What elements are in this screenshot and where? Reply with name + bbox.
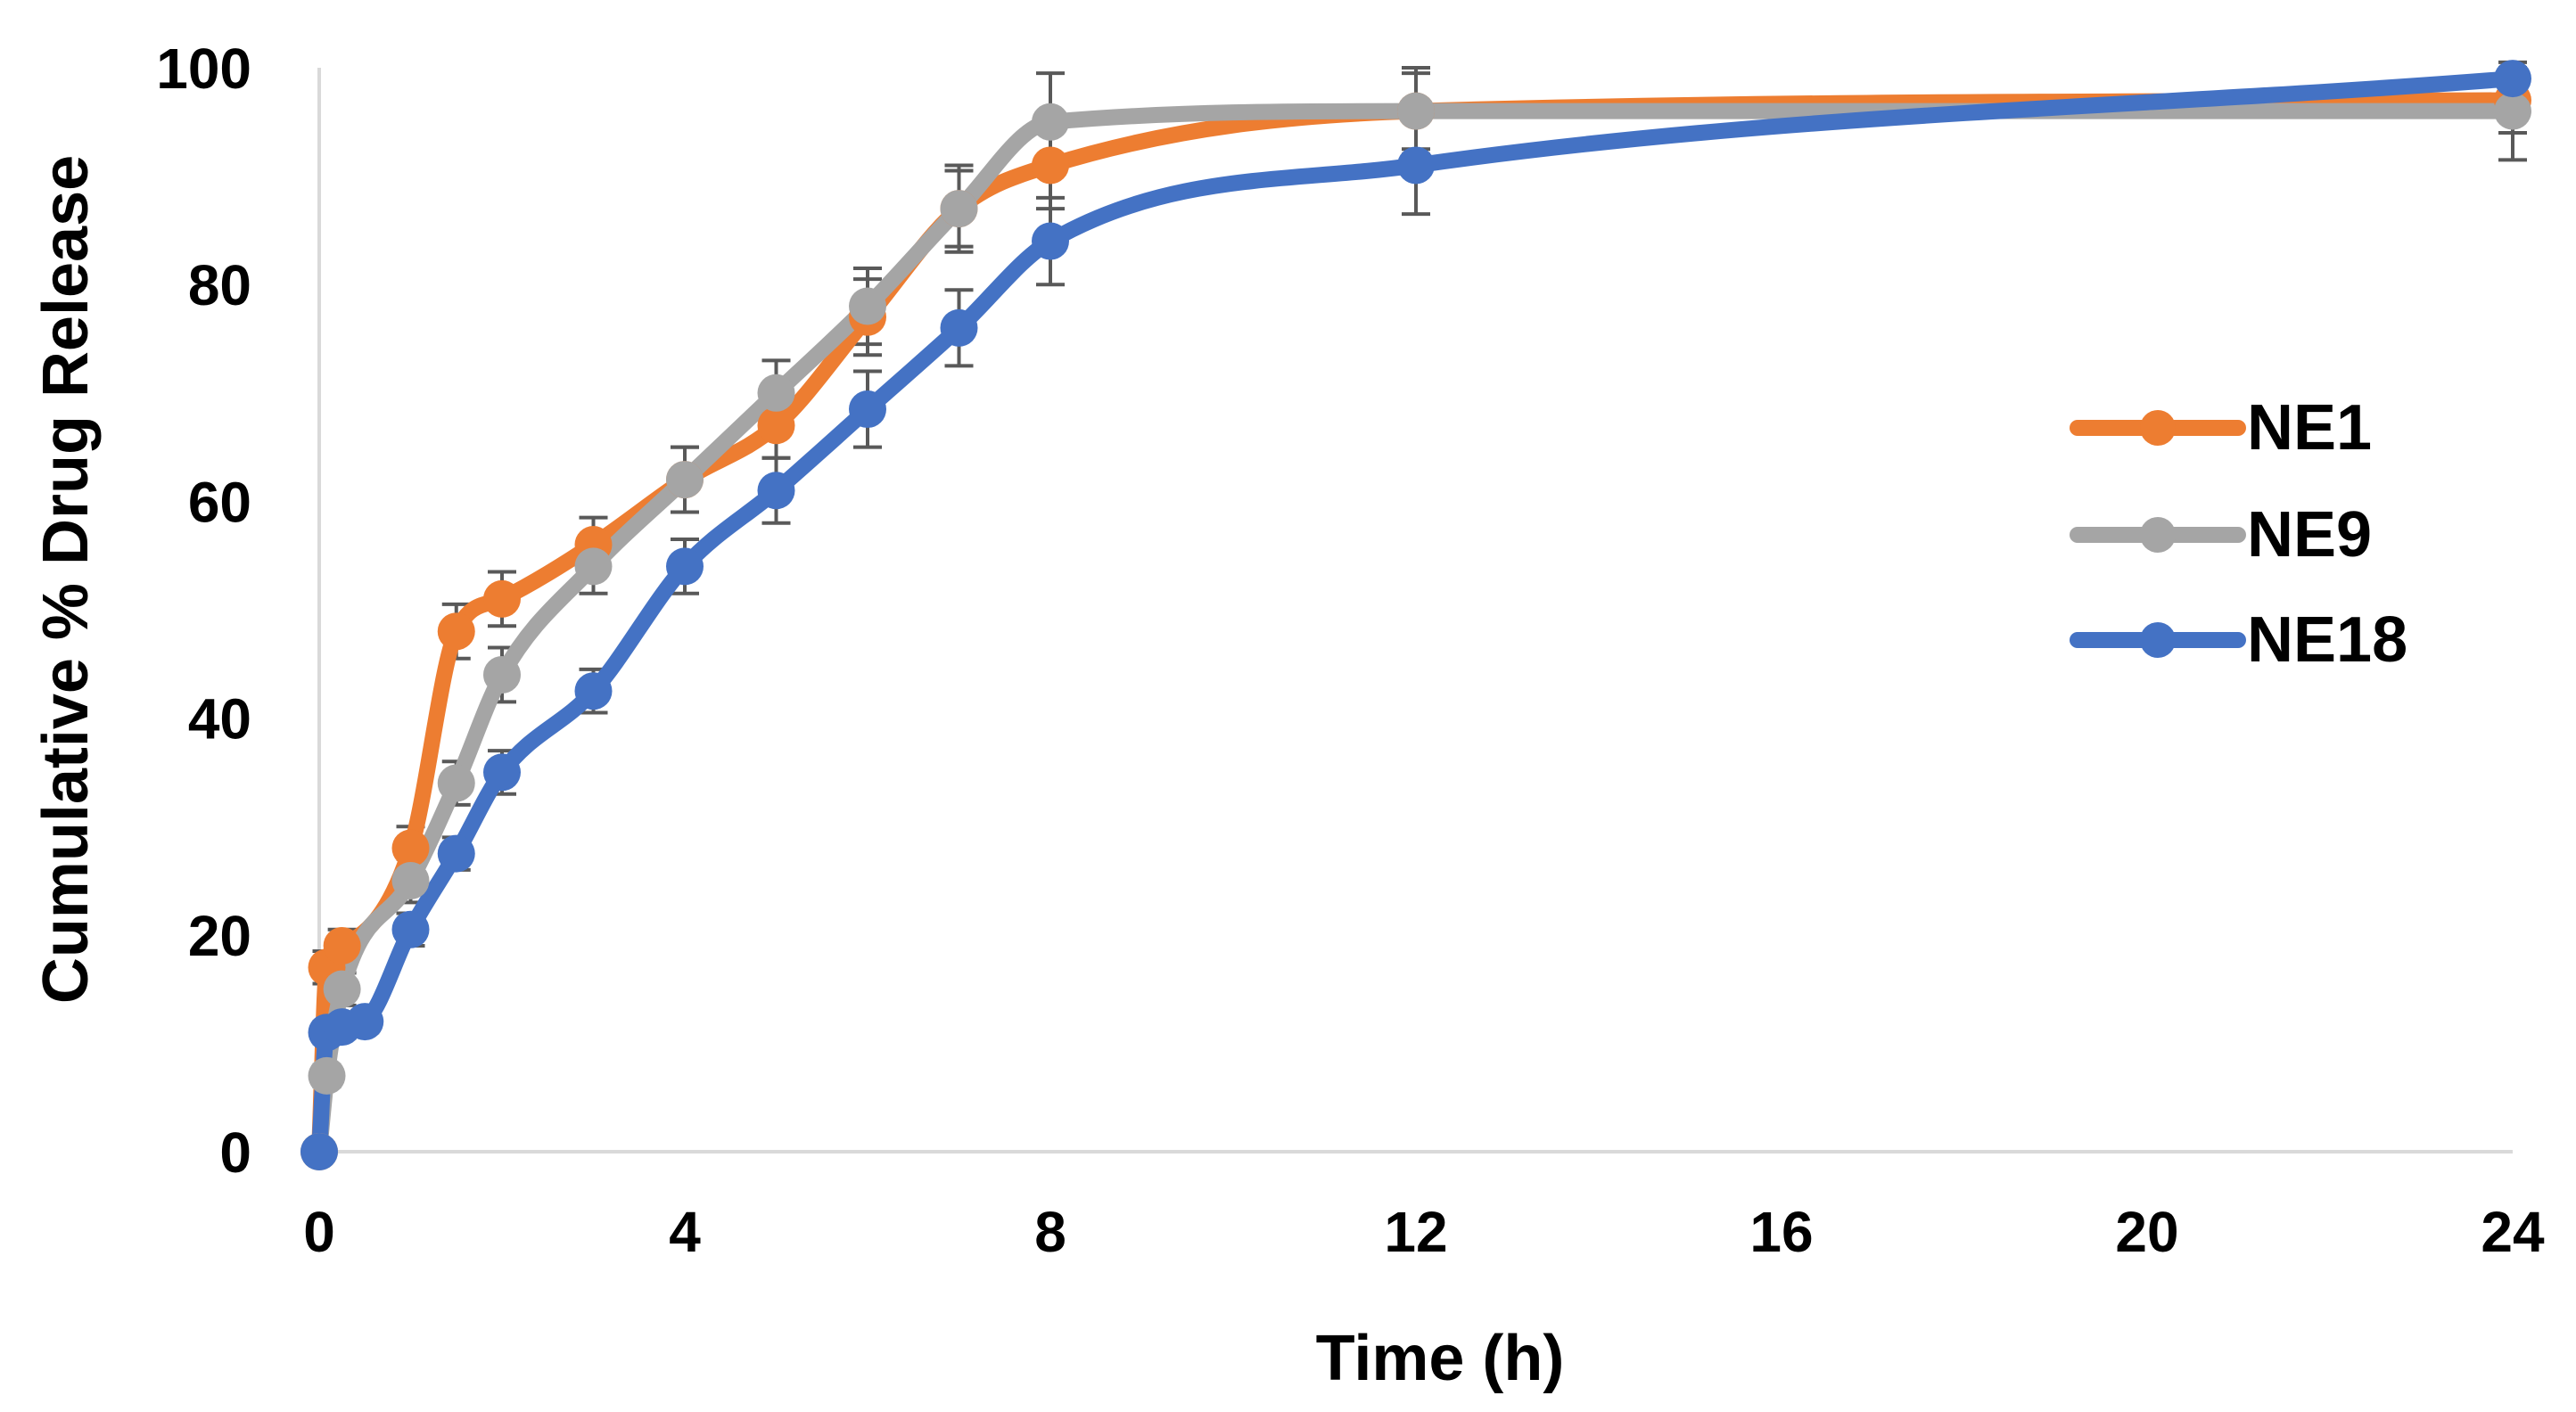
y-axis-title: Cumulative % Drug Release xyxy=(30,155,102,1004)
y-tick-label: 100 xyxy=(156,37,251,101)
data-point-ne18 xyxy=(1397,146,1435,185)
data-point-ne9 xyxy=(483,655,521,694)
data-point-ne1 xyxy=(483,579,521,618)
legend-marker-ne9 xyxy=(2140,517,2176,553)
data-point-ne18 xyxy=(849,390,886,429)
x-tick-label: 0 xyxy=(303,1200,335,1264)
data-point-ne18 xyxy=(483,753,521,792)
data-point-ne18 xyxy=(940,308,978,347)
data-point-ne18 xyxy=(1032,222,1069,260)
legend-label-ne1: NE1 xyxy=(2247,392,2372,464)
y-tick-label: 40 xyxy=(188,687,251,751)
data-point-ne9 xyxy=(1032,103,1069,141)
series-lines xyxy=(311,70,2521,1160)
series-markers xyxy=(300,60,2531,1170)
data-point-ne18 xyxy=(437,834,475,873)
data-point-ne9 xyxy=(323,970,361,1008)
data-point-ne9 xyxy=(2494,92,2531,130)
data-point-ne9 xyxy=(1397,92,1435,130)
data-point-ne18 xyxy=(666,547,704,586)
series-line-ne9 xyxy=(311,103,2521,1160)
series-line-ne18 xyxy=(311,70,2521,1160)
x-tick-label: 4 xyxy=(669,1200,701,1264)
data-point-ne9 xyxy=(391,862,430,899)
y-tick-label: 20 xyxy=(188,904,251,968)
data-point-ne1 xyxy=(437,612,475,651)
data-point-ne1 xyxy=(757,406,795,445)
data-point-ne9 xyxy=(940,190,978,228)
legend-label-ne9: NE9 xyxy=(2247,499,2372,571)
x-tick-label: 16 xyxy=(1749,1200,1813,1264)
data-point-ne1 xyxy=(323,926,361,965)
y-tick-label: 80 xyxy=(188,253,251,317)
legend-entry-ne9[interactable]: NE9 xyxy=(2070,499,2372,571)
data-point-ne9 xyxy=(666,461,704,499)
legend-entry-ne18[interactable]: NE18 xyxy=(2070,604,2407,676)
data-point-ne18 xyxy=(574,672,613,710)
error-bars xyxy=(312,60,2527,1089)
x-tick-label: 8 xyxy=(1034,1200,1066,1264)
data-point-ne18 xyxy=(300,1133,338,1170)
legend-entry-ne1[interactable]: NE1 xyxy=(2070,392,2372,464)
data-point-ne18 xyxy=(346,1003,384,1041)
data-point-ne9 xyxy=(757,374,795,412)
y-tick-label: 0 xyxy=(219,1121,251,1185)
x-tick-label: 12 xyxy=(1384,1200,1447,1264)
data-point-ne9 xyxy=(308,1056,346,1095)
x-tick-label: 24 xyxy=(2481,1200,2545,1264)
x-tick-label: 20 xyxy=(2115,1200,2178,1264)
y-tick-label: 60 xyxy=(188,470,251,534)
tick-labels: 0 4 8 12 16 20 24 0 20 40 60 80 100 xyxy=(156,37,2545,1264)
data-point-ne9 xyxy=(849,287,886,325)
legend-marker-ne1 xyxy=(2140,410,2176,446)
data-point-ne18 xyxy=(757,472,795,510)
x-axis-title: Time (h) xyxy=(1316,1323,1565,1394)
data-point-ne9 xyxy=(574,547,613,586)
data-point-ne18 xyxy=(2494,60,2531,98)
legend: NE1 NE9 NE18 xyxy=(2070,392,2407,676)
data-point-ne18 xyxy=(391,910,430,948)
data-point-ne9 xyxy=(437,764,475,802)
legend-marker-ne18 xyxy=(2140,622,2176,658)
legend-label-ne18: NE18 xyxy=(2247,604,2407,676)
data-point-ne1 xyxy=(1032,146,1069,185)
data-point-ne1 xyxy=(391,829,430,867)
